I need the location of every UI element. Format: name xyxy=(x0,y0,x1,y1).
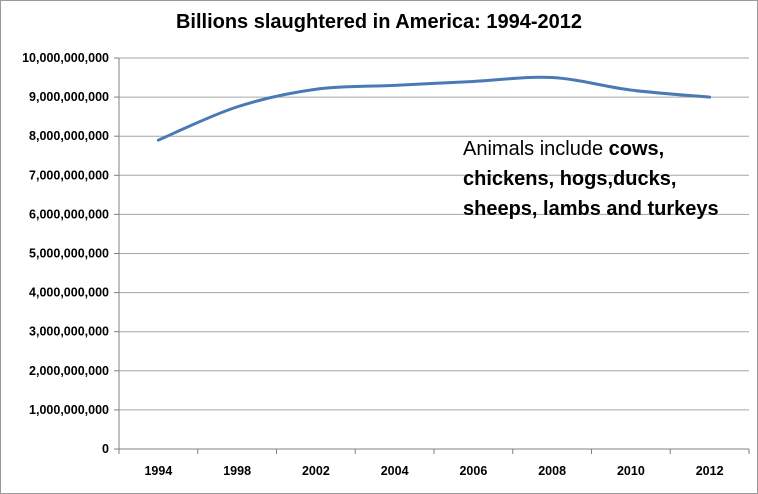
series-line xyxy=(156,75,712,142)
chart-title: Billions slaughtered in America: 1994-20… xyxy=(175,11,583,33)
annotation-animals: cows, chickens, hogs,ducks, sheeps, lamb… xyxy=(463,138,719,220)
chart-annotation: Animals include cows, chickens, hogs,duc… xyxy=(463,134,723,224)
x-tick-label: 2008 xyxy=(538,464,566,478)
x-tick-label: 2004 xyxy=(381,464,409,478)
y-tick-label: 2,000,000,000 xyxy=(29,364,109,378)
x-tick-label: 2006 xyxy=(459,464,487,478)
y-tick-label: 4,000,000,000 xyxy=(29,286,109,300)
y-tick-label: 6,000,000,000 xyxy=(29,207,109,221)
annotation-prefix: Animals include xyxy=(463,138,609,160)
y-tick-label: 1,000,000,000 xyxy=(29,403,109,417)
y-tick-label: 5,000,000,000 xyxy=(29,247,109,261)
y-tick-label: 10,000,000,000 xyxy=(22,51,109,65)
y-tick-label: 8,000,000,000 xyxy=(29,129,109,143)
x-tick-label: 1998 xyxy=(223,464,251,478)
y-tick-label: 0 xyxy=(102,442,109,456)
x-tick-label: 2012 xyxy=(696,464,724,478)
y-tick-label: 9,000,000,000 xyxy=(29,90,109,104)
x-tick-label: 2010 xyxy=(617,464,645,478)
y-tick-label: 7,000,000,000 xyxy=(29,168,109,182)
x-tick-label: 2002 xyxy=(302,464,330,478)
y-tick-label: 3,000,000,000 xyxy=(29,325,109,339)
x-tick-label: 1994 xyxy=(144,464,172,478)
